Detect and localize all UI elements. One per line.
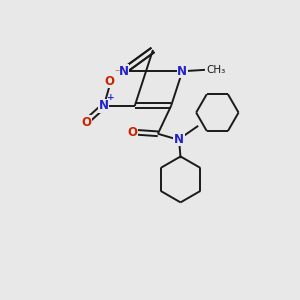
Text: O: O	[104, 75, 114, 88]
Text: N: N	[174, 133, 184, 146]
Text: CH₃: CH₃	[206, 65, 225, 75]
Text: O: O	[127, 126, 137, 139]
Text: +: +	[106, 93, 114, 102]
Text: N: N	[118, 65, 128, 78]
Text: O: O	[81, 116, 91, 128]
Text: N: N	[99, 99, 109, 112]
Text: N: N	[177, 65, 187, 78]
Text: ⁻: ⁻	[115, 68, 120, 78]
